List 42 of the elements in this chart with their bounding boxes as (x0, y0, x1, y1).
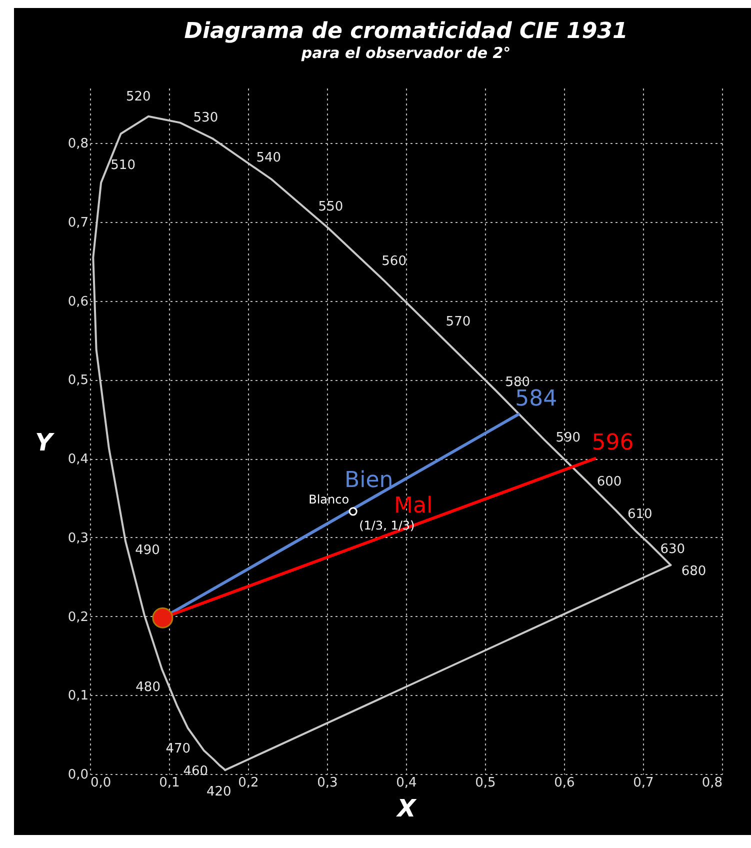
annotation: 596 (592, 430, 634, 456)
annotation: 610 (627, 507, 652, 522)
annotation: Blanco (308, 492, 350, 506)
annotation: 480 (136, 680, 160, 696)
y-tick-label: 0,6 (68, 294, 88, 310)
annotation: 530 (193, 110, 218, 126)
annotation: 490 (135, 543, 160, 558)
x-tick-label: 0,4 (396, 776, 417, 790)
annotation: 460 (183, 764, 208, 780)
series-label: Mal (394, 493, 433, 518)
annotation: 590 (556, 430, 581, 446)
series-label: Bien (344, 468, 394, 493)
chart-subtitle: para el observador de 2° (300, 44, 511, 62)
annotation: 630 (660, 542, 686, 557)
annotation: 520 (126, 89, 151, 104)
x-tick-label: 0,3 (317, 776, 338, 790)
annotation: 510 (110, 158, 136, 173)
x-tick-label: 0,1 (159, 776, 180, 790)
y-axis-title: Y (35, 428, 56, 456)
annotation: 560 (382, 254, 406, 269)
x-tick-label: 0,2 (238, 776, 259, 790)
annotation: 680 (681, 564, 706, 580)
x-tick-label: 0,7 (633, 776, 654, 790)
x-tick-label: 0,5 (475, 776, 496, 790)
x-tick-label: 0,8 (702, 776, 722, 790)
annotation: 570 (446, 314, 471, 330)
annotation: 420 (206, 784, 232, 800)
y-tick-label: 0,2 (68, 610, 88, 625)
x-tick-label: 0,6 (554, 776, 575, 790)
x-axis-title: X (395, 794, 418, 822)
y-tick-label: 0,5 (68, 373, 88, 388)
chart-title: Diagrama de cromaticidad CIE 1931 (184, 19, 628, 44)
annotation: 550 (318, 199, 344, 214)
y-tick-label: 0,1 (68, 688, 88, 704)
y-tick-label: 0,3 (68, 530, 88, 546)
annotation: 470 (166, 741, 191, 756)
y-tick-label: 0,4 (68, 452, 88, 468)
y-tick-label: 0,8 (68, 136, 88, 152)
x-tick-label: 0,0 (90, 776, 112, 790)
y-tick-label: 0,7 (68, 216, 88, 231)
annotation: 540 (256, 150, 282, 166)
annotation: 600 (596, 474, 622, 490)
